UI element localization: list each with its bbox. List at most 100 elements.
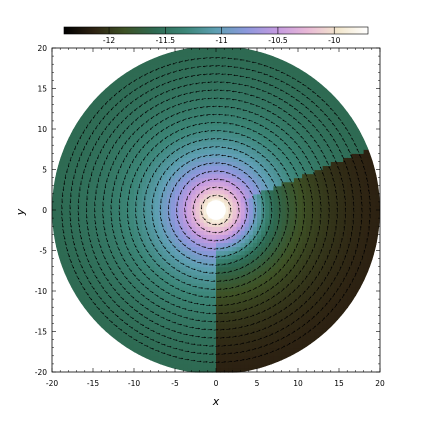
field-cell <box>187 258 192 264</box>
field-cell <box>310 157 315 162</box>
field-cell <box>306 274 311 280</box>
field-cell <box>150 161 156 167</box>
field-cell <box>117 331 123 337</box>
field-cell <box>117 100 123 106</box>
field-cell <box>142 347 147 353</box>
field-cell <box>166 355 172 361</box>
field-cell <box>170 339 176 345</box>
field-cell <box>105 129 110 134</box>
field-cell <box>175 339 180 345</box>
field-cell <box>105 230 110 235</box>
field-cell <box>289 266 295 272</box>
field-cell <box>105 169 110 175</box>
field-cell <box>240 307 246 312</box>
field-cell <box>236 214 242 219</box>
field-cell <box>265 274 270 280</box>
field-cell <box>88 157 94 162</box>
field-cell <box>154 201 160 207</box>
field-cell <box>248 270 254 276</box>
field-cell <box>314 238 320 243</box>
field-cell <box>191 331 197 337</box>
field-cell <box>72 133 78 138</box>
field-cell <box>162 303 168 308</box>
field-cell <box>170 262 176 268</box>
field-cell <box>334 319 340 324</box>
field-cell <box>117 189 123 195</box>
field-cell <box>310 311 315 316</box>
field-cell <box>289 238 295 243</box>
field-cell <box>339 254 344 260</box>
field-cell <box>289 193 295 199</box>
field-cell <box>252 72 258 77</box>
field-cell <box>52 234 57 239</box>
field-cell <box>236 100 242 106</box>
field-cell <box>244 177 250 183</box>
field-cell <box>170 84 176 90</box>
field-cell <box>125 181 131 187</box>
field-cell <box>310 299 315 304</box>
field-cell <box>134 343 139 349</box>
field-cell <box>273 193 279 199</box>
field-cell <box>281 291 287 296</box>
field-cell <box>224 262 229 268</box>
field-cell <box>339 201 344 207</box>
field-cell <box>347 141 352 146</box>
field-cell <box>129 246 135 252</box>
field-cell <box>343 185 348 191</box>
field-cell <box>183 84 188 90</box>
field-cell <box>60 238 65 243</box>
field-cell <box>142 133 147 138</box>
field-cell <box>281 84 287 90</box>
field-cell <box>244 129 250 134</box>
field-cell <box>343 149 348 154</box>
field-cell <box>318 116 324 122</box>
field-cell <box>125 189 131 195</box>
field-cell <box>125 222 131 227</box>
field-cell <box>207 116 213 122</box>
field-cell <box>191 177 197 183</box>
field-cell <box>240 234 246 239</box>
field-cell <box>293 88 299 94</box>
field-cell <box>285 104 291 110</box>
field-cell <box>220 52 225 57</box>
field-cell <box>109 210 115 215</box>
field-cell <box>265 161 270 167</box>
field-cell <box>232 343 238 349</box>
field-cell <box>146 92 151 98</box>
field-cell <box>252 193 258 199</box>
field-cell <box>207 112 213 118</box>
field-cell <box>351 291 356 296</box>
field-cell <box>252 327 258 333</box>
field-cell <box>310 129 315 134</box>
field-cell <box>195 84 201 90</box>
field-cell <box>191 84 197 90</box>
field-cell <box>310 124 315 130</box>
field-cell <box>150 351 156 357</box>
field-cell <box>220 347 225 353</box>
field-cell <box>138 347 143 353</box>
field-cell <box>244 291 250 296</box>
colorbar-tick-label: -10 <box>328 36 340 45</box>
field-cell <box>76 226 82 231</box>
field-cell <box>211 339 217 345</box>
field-cell <box>203 307 209 312</box>
field-cell <box>162 327 168 333</box>
field-cell <box>330 258 336 264</box>
field-cell <box>273 270 279 276</box>
field-cell <box>232 234 238 239</box>
field-cell <box>158 339 164 345</box>
field-cell <box>125 96 131 102</box>
field-cell <box>302 230 307 235</box>
field-cell <box>187 351 192 357</box>
field-cell <box>343 189 348 195</box>
field-cell <box>146 133 151 138</box>
field-cell <box>289 307 295 312</box>
field-cell <box>142 343 147 349</box>
field-cell <box>207 52 213 57</box>
field-cell <box>289 246 295 252</box>
field-cell <box>154 104 160 110</box>
field-cell <box>76 234 82 239</box>
field-cell <box>318 258 324 264</box>
field-cell <box>211 124 217 130</box>
field-cell <box>170 315 176 320</box>
